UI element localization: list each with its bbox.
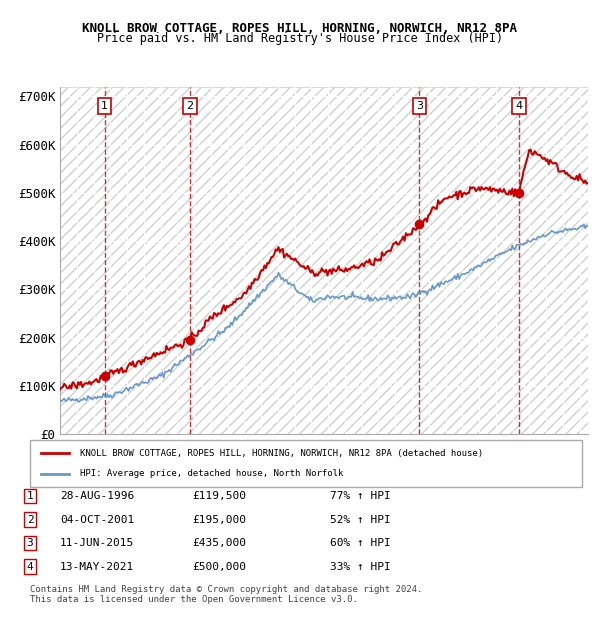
Text: 3: 3	[416, 101, 423, 111]
Text: 04-OCT-2001: 04-OCT-2001	[60, 515, 134, 525]
Text: 1: 1	[101, 101, 108, 111]
Text: Contains HM Land Registry data © Crown copyright and database right 2024.
This d: Contains HM Land Registry data © Crown c…	[30, 585, 422, 604]
Text: 2: 2	[26, 515, 34, 525]
Text: 4: 4	[26, 562, 34, 572]
Text: 11-JUN-2015: 11-JUN-2015	[60, 538, 134, 548]
Text: £500,000: £500,000	[192, 562, 246, 572]
Text: KNOLL BROW COTTAGE, ROPES HILL, HORNING, NORWICH, NR12 8PA: KNOLL BROW COTTAGE, ROPES HILL, HORNING,…	[83, 22, 517, 35]
FancyBboxPatch shape	[30, 440, 582, 487]
Text: 77% ↑ HPI: 77% ↑ HPI	[330, 491, 391, 501]
Text: 33% ↑ HPI: 33% ↑ HPI	[330, 562, 391, 572]
Text: 28-AUG-1996: 28-AUG-1996	[60, 491, 134, 501]
Text: 4: 4	[515, 101, 522, 111]
Text: 60% ↑ HPI: 60% ↑ HPI	[330, 538, 391, 548]
Text: 2: 2	[187, 101, 194, 111]
Text: £119,500: £119,500	[192, 491, 246, 501]
Text: £195,000: £195,000	[192, 515, 246, 525]
Text: 3: 3	[26, 538, 34, 548]
Text: 1: 1	[26, 491, 34, 501]
Text: 13-MAY-2021: 13-MAY-2021	[60, 562, 134, 572]
Text: KNOLL BROW COTTAGE, ROPES HILL, HORNING, NORWICH, NR12 8PA (detached house): KNOLL BROW COTTAGE, ROPES HILL, HORNING,…	[80, 449, 483, 458]
Text: HPI: Average price, detached house, North Norfolk: HPI: Average price, detached house, Nort…	[80, 469, 343, 478]
Text: 52% ↑ HPI: 52% ↑ HPI	[330, 515, 391, 525]
Text: Price paid vs. HM Land Registry's House Price Index (HPI): Price paid vs. HM Land Registry's House …	[97, 32, 503, 45]
Text: £435,000: £435,000	[192, 538, 246, 548]
